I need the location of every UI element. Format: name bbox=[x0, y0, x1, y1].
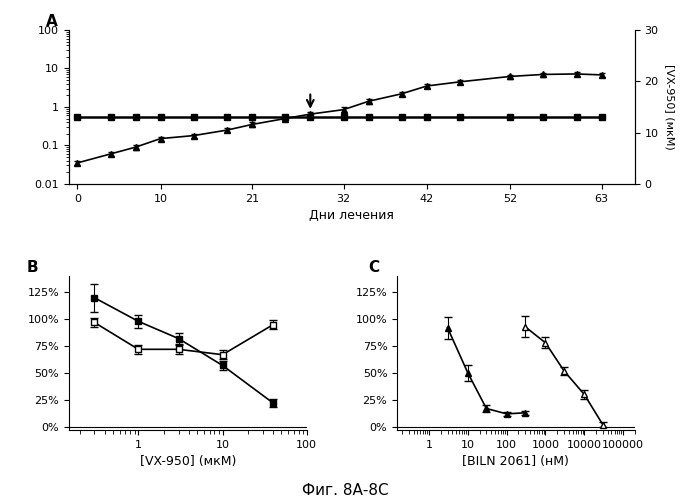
Text: Фиг. 8А-8С: Фиг. 8А-8С bbox=[302, 483, 388, 498]
Text: B: B bbox=[26, 260, 38, 275]
Y-axis label: [VX-950] (мкМ): [VX-950] (мкМ) bbox=[665, 64, 676, 150]
Text: A: A bbox=[46, 14, 58, 29]
X-axis label: [VX-950] (мкМ): [VX-950] (мкМ) bbox=[139, 456, 236, 468]
Text: C: C bbox=[368, 260, 380, 275]
X-axis label: [BILN 2061] (нМ): [BILN 2061] (нМ) bbox=[462, 456, 569, 468]
X-axis label: Дни лечения: Дни лечения bbox=[309, 209, 395, 222]
